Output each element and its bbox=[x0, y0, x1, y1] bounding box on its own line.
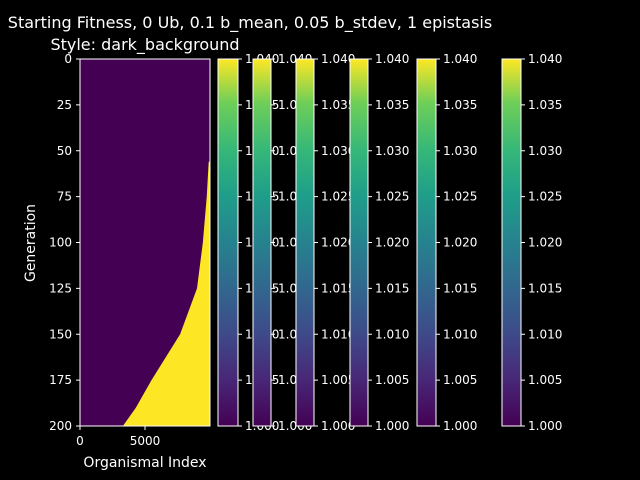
colorbar-tick-label: 1.000 bbox=[528, 419, 562, 433]
colorbar-tick-label: 1.025 bbox=[443, 190, 477, 204]
y-tick-label: 150 bbox=[49, 327, 72, 341]
heatmap-plot: 0 5000 0 25 50 75 100 125 150 175 200 bbox=[49, 52, 211, 448]
x-axis-ticks: 0 5000 bbox=[76, 426, 160, 448]
y-tick-label: 175 bbox=[49, 373, 72, 387]
colorbar-tick-label: 1.030 bbox=[528, 144, 562, 158]
colorbar-tick-label: 1.035 bbox=[528, 98, 562, 112]
colorbar-tick-label: 1.000 bbox=[375, 419, 409, 433]
x-axis-label: Organismal Index bbox=[83, 455, 206, 471]
y-tick-label: 125 bbox=[49, 281, 72, 295]
colorbar-tick-label: 1.040 bbox=[375, 52, 409, 66]
colorbar-tick-label: 1.020 bbox=[528, 236, 562, 250]
colorbar-tick-label: 1.015 bbox=[375, 281, 409, 295]
heatmap-sweep-region bbox=[122, 161, 210, 426]
colorbar-6: 1.000 1.005 1.010 1.015 1.020 1.025 1.030 1.035… bbox=[501, 52, 562, 433]
colorbar-tick-label: 1.035 bbox=[321, 98, 355, 112]
colorbar-tick-label: 1.030 bbox=[321, 144, 355, 158]
colorbar-tick-label: 1.010 bbox=[375, 327, 409, 341]
colorbar-gradient bbox=[350, 59, 368, 426]
colorbar-tick-label: 1.015 bbox=[321, 281, 355, 295]
y-axis-ticks: 0 25 50 75 100 125 150 175 200 bbox=[49, 52, 80, 433]
colorbar-tick-label: 1.000 bbox=[443, 419, 477, 433]
colorbar-tick-label: 1.040 bbox=[528, 52, 562, 66]
colorbar-gradient bbox=[218, 59, 238, 426]
colorbar-2: 1.0001.0051.0101.0151.0201.0251.0301.035… bbox=[252, 52, 312, 433]
colorbar-tick-label: 1.025 bbox=[375, 190, 409, 204]
colorbar-tick-label: 1.030 bbox=[443, 144, 477, 158]
x-tick-label: 5000 bbox=[130, 434, 161, 448]
colorbar-tick-label: 1.040 bbox=[443, 52, 477, 66]
colorbar-gradient bbox=[253, 59, 271, 426]
colorbar-tick-label: 1.040 bbox=[321, 52, 355, 66]
colorbar-tick-label: 1.020 bbox=[443, 236, 477, 250]
y-tick-label: 200 bbox=[49, 419, 72, 433]
colorbar-tick-label: 1.035 bbox=[443, 98, 477, 112]
x-tick-label: 0 bbox=[76, 434, 84, 448]
chart-title-line2: Style: dark_background bbox=[50, 35, 239, 55]
y-tick-label: 25 bbox=[57, 98, 72, 112]
colorbars: 1.000 1.005 1.010 1.015 1.020 1.025 1.030 1.035… bbox=[217, 52, 562, 433]
colorbar-gradient bbox=[502, 59, 521, 426]
colorbar-tick-label: 1.010 bbox=[443, 327, 477, 341]
colorbar-tick-label: 1.010 bbox=[321, 327, 355, 341]
colorbar-3: 1.000 1.005 1.010 1.015 1.020 1.025 1.030 1.035… bbox=[295, 52, 355, 433]
colorbar-tick-label: 1.020 bbox=[321, 236, 355, 250]
colorbar-tick-label: 1.015 bbox=[528, 281, 562, 295]
colorbar-tick-label: 1.005 bbox=[375, 373, 409, 387]
colorbar-tick-label: 1.005 bbox=[321, 373, 355, 387]
colorbar-gradient bbox=[296, 59, 314, 426]
colorbar-tick-label: 1.000 bbox=[321, 419, 355, 433]
y-axis-label: Generation bbox=[23, 204, 39, 282]
colorbar-tick-label: 1.010 bbox=[528, 327, 562, 341]
colorbar-tick-label: 1.025 bbox=[528, 190, 562, 204]
colorbar-tick-label: 1.025 bbox=[321, 190, 355, 204]
colorbar-5: 1.000 1.005 1.010 1.015 1.020 1.025 1.030 1.035… bbox=[416, 52, 477, 433]
colorbar-tick-label: 1.005 bbox=[528, 373, 562, 387]
y-tick-label: 50 bbox=[57, 144, 72, 158]
y-tick-label: 0 bbox=[64, 52, 72, 66]
chart-title-line1: Starting Fitness, 0 Ub, 0.1 b_mean, 0.05… bbox=[8, 13, 492, 33]
y-tick-label: 100 bbox=[49, 236, 72, 250]
colorbar-gradient bbox=[417, 59, 436, 426]
colorbar-tick-label: 1.035 bbox=[375, 98, 409, 112]
colorbar-tick-label: 1.030 bbox=[375, 144, 409, 158]
y-tick-label: 75 bbox=[57, 190, 72, 204]
colorbar-tick-label: 1.015 bbox=[443, 281, 477, 295]
colorbar-tick-label: 1.005 bbox=[443, 373, 477, 387]
colorbar-tick-label: 1.020 bbox=[375, 236, 409, 250]
colorbar-4: 1.000 1.005 1.010 1.015 1.020 1.025 1.030 1.035… bbox=[349, 52, 409, 433]
